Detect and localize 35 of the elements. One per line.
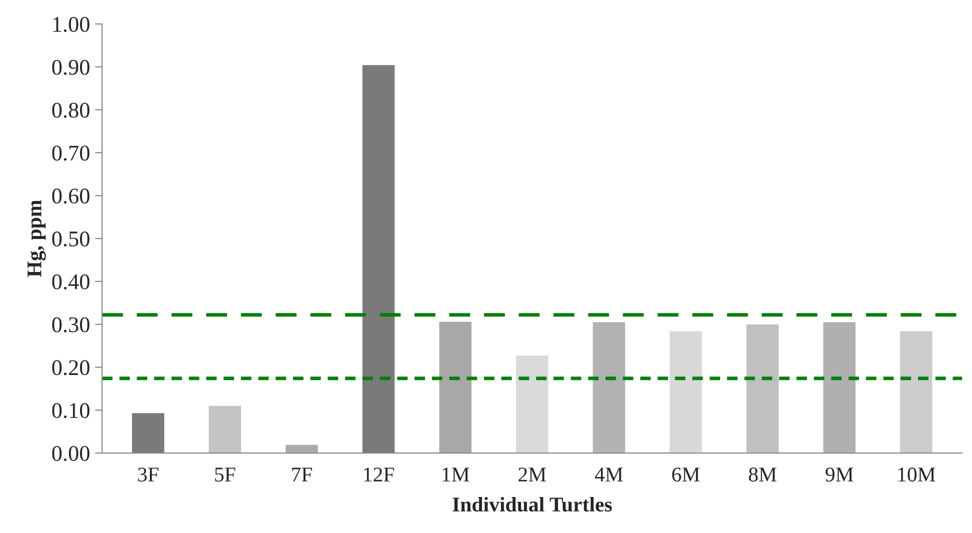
y-tick-label: 1.00 — [53, 16, 90, 32]
bar — [746, 324, 779, 454]
x-tick-label: 5F — [215, 468, 236, 482]
x-tick-label: 4M — [594, 468, 623, 482]
y-tick-label: 0.40 — [52, 274, 90, 290]
y-tick-label: 0.60 — [52, 188, 90, 204]
bar — [286, 444, 318, 454]
x-tick-label: 9M — [826, 468, 854, 482]
x-tick-label: 2M — [518, 468, 546, 482]
bar — [670, 331, 702, 454]
x-tick-label: 10M — [898, 468, 936, 482]
y-tick-label: 0.20 — [52, 360, 90, 376]
y-tick-label: 0.70 — [52, 146, 90, 161]
x-axis-title: Individual Turtles — [452, 496, 612, 512]
bar — [439, 322, 472, 454]
y-tick-label: 0.50 — [52, 231, 90, 247]
bar — [516, 356, 548, 454]
x-tick-label: 8M — [748, 468, 776, 482]
y-tick-label: 0.90 — [52, 60, 90, 75]
bar — [900, 331, 932, 454]
bar — [823, 322, 856, 454]
bar — [132, 413, 164, 454]
x-tick-label: 6M — [672, 468, 700, 482]
y-axis-title: Hg, ppm — [28, 200, 46, 277]
bar — [592, 322, 626, 454]
bar — [208, 406, 242, 454]
y-tick-label: 0.00 — [52, 446, 90, 462]
bar — [362, 65, 395, 454]
x-tick-label: 7F — [292, 468, 312, 482]
x-tick-label: 3F — [138, 468, 158, 482]
y-tick-label: 0.80 — [52, 102, 90, 118]
x-tick-label: 1M — [442, 468, 470, 482]
x-tick-label: 12F — [364, 468, 394, 482]
y-tick-label: 0.30 — [52, 317, 90, 332]
y-tick-label: 0.10 — [52, 403, 90, 418]
